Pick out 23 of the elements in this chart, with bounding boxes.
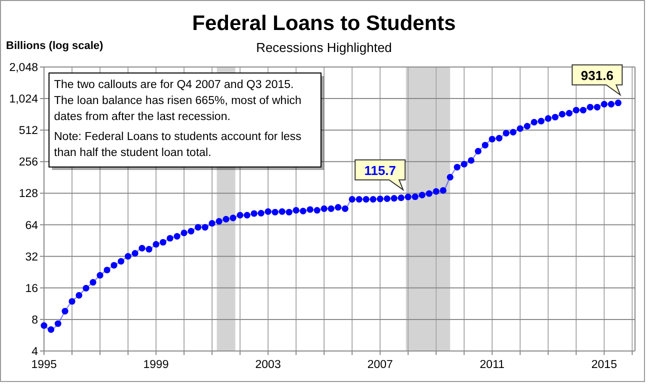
x-tick-label: 2007 [367,359,393,371]
x-tick-label: 2015 [591,359,617,371]
y-axis-title: Billions (log scale) [6,40,104,52]
data-label: 115.7 [364,162,396,178]
annotation: Note: Federal Loans to students account for less than half the student loan total. [54,131,302,159]
annotation: The two callouts are for Q4 2007 and Q3 2015. The loan balance has risen 665%, most of which dates from after the last recession. [54,79,302,123]
y-tick-label: 4 [32,346,39,358]
y-tick-label: 64 [25,220,39,232]
x-tick-label: 1995 [31,359,57,371]
y-tick-label: 512 [18,125,38,138]
x-tick-label: 1999 [143,359,169,371]
y-tick-label: 1,024 [9,94,39,106]
y-tick-label: 32 [25,251,38,264]
y-tick-label: 2,048 [9,62,38,74]
chart-subtitle: Recessions Highlighted [256,40,392,55]
y-tick-label: 256 [18,156,38,169]
x-tick-label: 2011 [480,359,505,371]
data-label: 931.6 [580,68,614,83]
chart-title: Federal Loans to Students [192,12,456,35]
y-tick-label: 16 [25,282,38,295]
x-tick-label: 2003 [255,359,281,371]
y-tick-label: 128 [18,188,38,200]
y-tick-label: 8 [32,314,38,326]
